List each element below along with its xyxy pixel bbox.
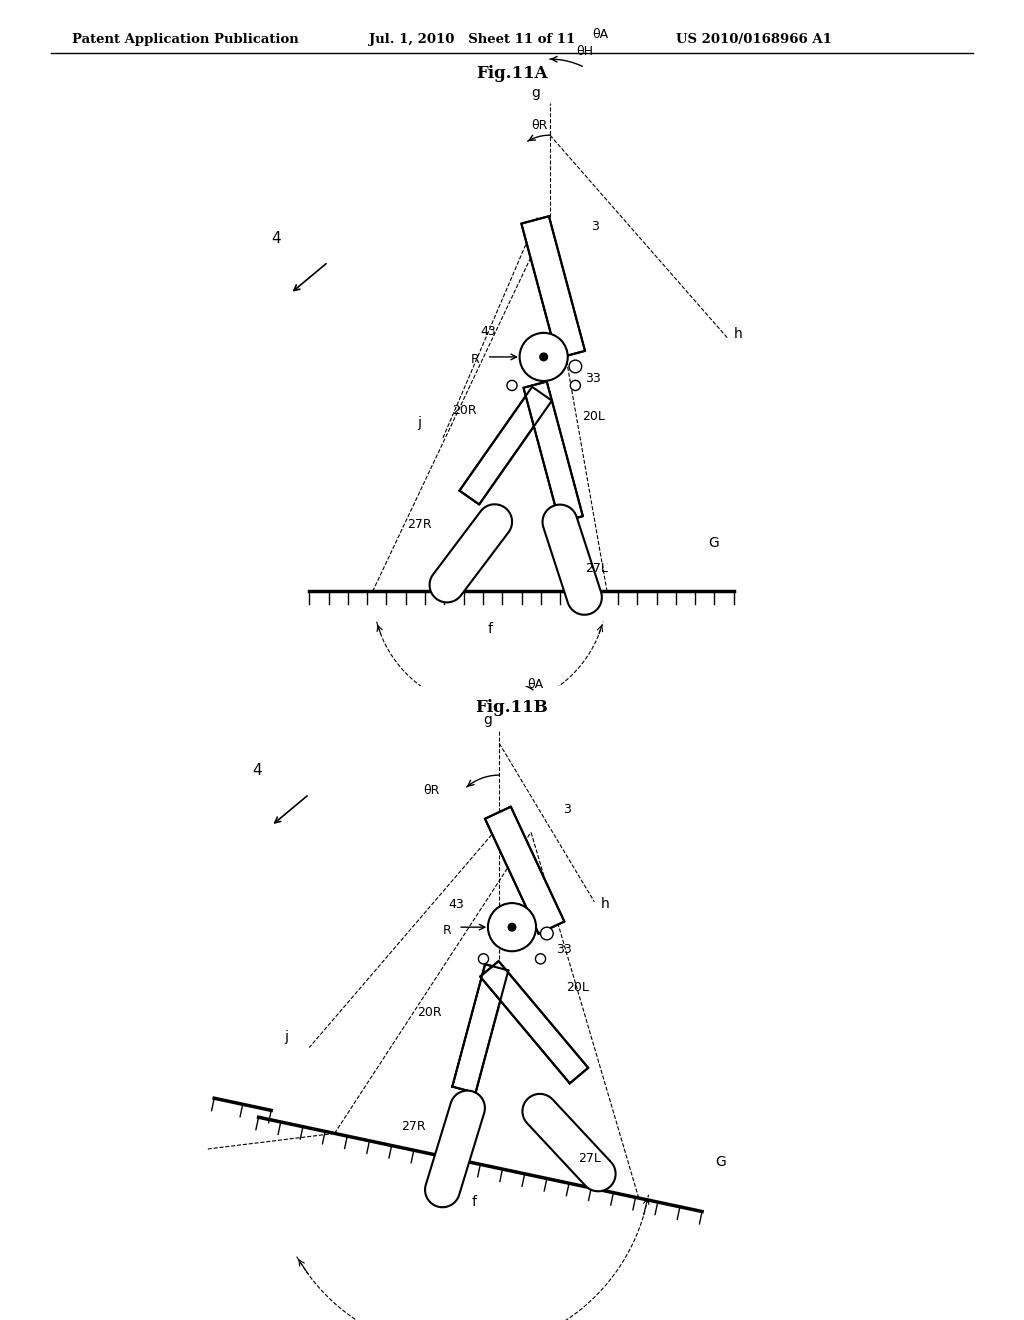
Circle shape: [519, 333, 567, 381]
Circle shape: [487, 903, 537, 952]
Text: 33: 33: [556, 942, 572, 956]
Polygon shape: [425, 1090, 485, 1208]
Polygon shape: [453, 964, 508, 1093]
Text: j: j: [284, 1030, 288, 1044]
Text: h: h: [601, 898, 609, 911]
Circle shape: [541, 927, 553, 940]
Text: G: G: [715, 1155, 725, 1170]
Text: 27R: 27R: [408, 517, 432, 531]
Circle shape: [507, 380, 517, 391]
Polygon shape: [480, 961, 588, 1084]
Circle shape: [508, 924, 516, 931]
Text: Fig.11B: Fig.11B: [475, 698, 549, 715]
Text: R: R: [471, 354, 479, 366]
Circle shape: [540, 354, 548, 360]
Polygon shape: [543, 504, 602, 615]
Text: Jul. 1, 2010   Sheet 11 of 11: Jul. 1, 2010 Sheet 11 of 11: [369, 33, 574, 46]
Polygon shape: [429, 504, 512, 602]
Text: Patent Application Publication: Patent Application Publication: [72, 33, 298, 46]
Text: j: j: [417, 416, 421, 429]
Text: 33: 33: [585, 372, 601, 385]
Text: 27L: 27L: [585, 562, 607, 576]
Text: 20L: 20L: [566, 981, 589, 994]
Text: g: g: [531, 86, 540, 100]
Text: 27R: 27R: [401, 1119, 426, 1133]
Circle shape: [478, 954, 488, 964]
Text: 27L: 27L: [579, 1151, 601, 1164]
Text: 4: 4: [252, 763, 262, 777]
Text: 3: 3: [591, 220, 599, 234]
Text: θR: θR: [423, 784, 439, 797]
Text: 20R: 20R: [417, 1006, 441, 1019]
Polygon shape: [522, 1094, 615, 1191]
Text: 20L: 20L: [582, 411, 604, 424]
Text: 43: 43: [480, 325, 496, 338]
Text: f: f: [487, 622, 493, 635]
Circle shape: [570, 380, 581, 391]
Text: h: h: [734, 327, 742, 341]
Text: θA: θA: [592, 28, 608, 41]
Text: g: g: [483, 713, 493, 727]
Polygon shape: [460, 387, 552, 504]
Text: Fig.11A: Fig.11A: [476, 65, 548, 82]
Polygon shape: [521, 216, 585, 358]
Text: θR: θR: [531, 119, 548, 132]
Text: R: R: [442, 924, 451, 936]
Text: 43: 43: [449, 898, 465, 911]
Text: 20R: 20R: [452, 404, 476, 417]
Polygon shape: [485, 807, 564, 933]
Text: 4: 4: [271, 231, 281, 246]
Text: G: G: [709, 536, 719, 550]
Polygon shape: [523, 381, 583, 523]
Text: θH: θH: [577, 45, 593, 58]
Circle shape: [569, 360, 582, 372]
Text: f: f: [471, 1195, 476, 1209]
Text: 3: 3: [562, 803, 570, 816]
Text: US 2010/0168966 A1: US 2010/0168966 A1: [676, 33, 831, 46]
Text: θA: θA: [527, 678, 544, 692]
Circle shape: [536, 954, 546, 964]
